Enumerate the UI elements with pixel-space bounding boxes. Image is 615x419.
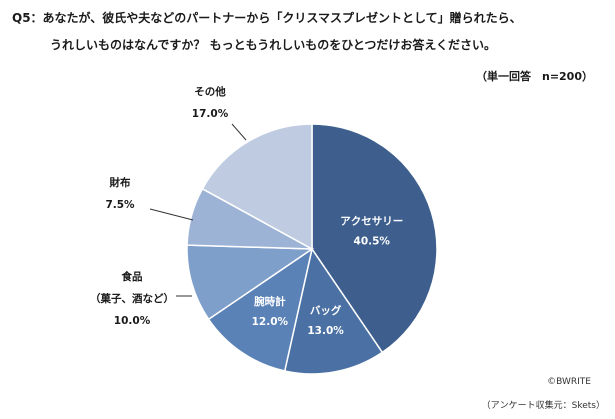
slice-label: その他 [194, 85, 226, 98]
pie-slice [201, 123, 313, 251]
slice-value-label: 7.5% [105, 199, 135, 211]
copyright-credit: ©BWRITE [547, 377, 591, 387]
question-line-1: Q5：あなたが、彼氏や夫などのパートナーから「クリスマスプレゼントとして」贈られ… [12, 11, 522, 25]
slice-value-label: 10.0% [114, 315, 151, 327]
survey-source: （アンケート収集元：Skets） [481, 401, 605, 411]
slice-label: アクセサリー [340, 216, 403, 228]
leader-line [149, 208, 194, 221]
slice-label: （菓子、酒など） [90, 292, 174, 305]
slice-label: バッグ [310, 304, 342, 317]
slice-value-label: 13.0% [307, 325, 344, 337]
slice-label: 腕時計 [254, 295, 286, 308]
pie-slice [311, 123, 438, 354]
slice-value-label: 12.0% [252, 316, 289, 328]
slice-label: 食品 [121, 270, 143, 283]
pie-slice [207, 247, 314, 372]
leader-line [231, 123, 247, 141]
question-line-2: うれしいものはなんですか？ もっともうれしいものをひとつだけお答えください。 [50, 38, 497, 52]
slice-label: 財布 [109, 176, 131, 189]
slice-value-label: 17.0% [192, 108, 229, 120]
sample-note: （単一回答 n=200） [475, 70, 593, 83]
pie-slice [186, 244, 315, 321]
pie-slice [283, 247, 384, 375]
slice-value-label: 40.5% [354, 236, 391, 248]
